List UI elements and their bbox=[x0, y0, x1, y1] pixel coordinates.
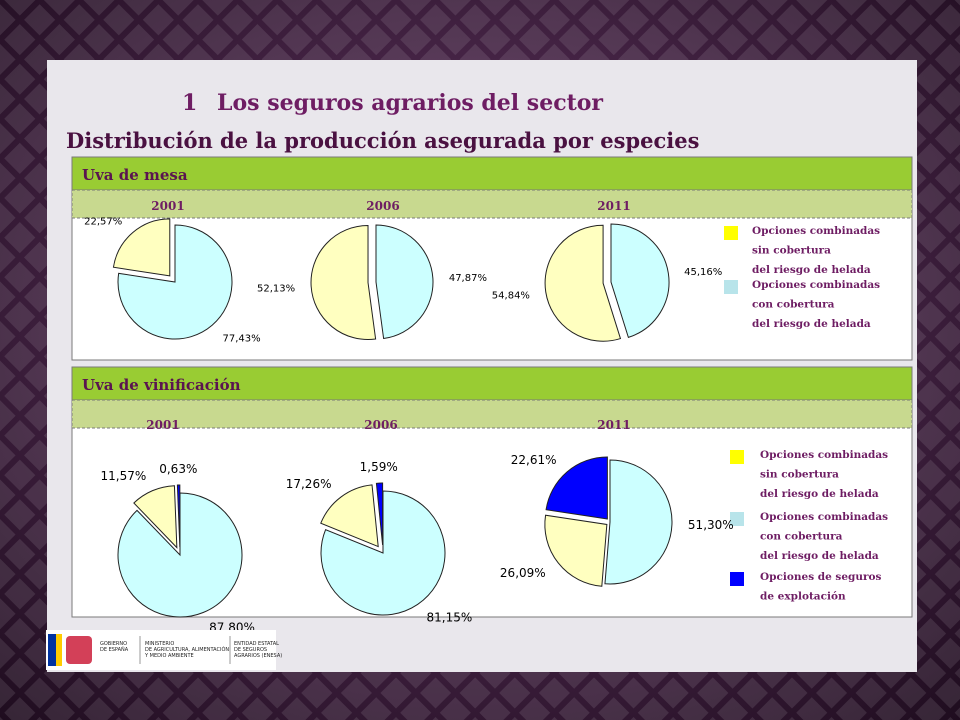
legend-label: Opciones combinadas bbox=[752, 279, 880, 291]
panels: Uva de mesa Opciones combinadas sin cobert… bbox=[71, 156, 913, 634]
pie-slice bbox=[112, 218, 171, 277]
panel-title: Uva de vinificación bbox=[82, 376, 241, 394]
pie-slice bbox=[176, 484, 181, 548]
pie-slice bbox=[320, 490, 446, 616]
legend-label: Opciones combinadas bbox=[760, 449, 888, 461]
year-label: 2001 bbox=[151, 199, 184, 213]
legend-label: del riesgo de helada bbox=[760, 550, 879, 562]
footer-label: DE AGRICULTURA, ALIMENTACIÓN bbox=[145, 646, 229, 653]
year-bar bbox=[71, 399, 913, 429]
value-label: 77,43% bbox=[223, 333, 261, 344]
year-label: 2006 bbox=[364, 418, 397, 432]
legend-swatch bbox=[724, 226, 738, 240]
legend-label: sin cobertura bbox=[760, 469, 839, 481]
value-label: 26,09% bbox=[500, 566, 546, 580]
legend-label: Opciones combinadas bbox=[760, 511, 888, 523]
pie-slice bbox=[117, 224, 233, 340]
year-bar bbox=[71, 189, 913, 219]
footer-label: MINISTERIO bbox=[145, 641, 174, 647]
value-label: 47,87% bbox=[449, 273, 487, 284]
panel-header bbox=[71, 156, 913, 191]
slide-title: Los seguros agrarios del sector bbox=[217, 90, 603, 116]
value-label: 81,15% bbox=[427, 611, 473, 625]
footer-label: DE SEGUROS bbox=[234, 647, 267, 653]
es-flag bbox=[56, 634, 62, 666]
year-label: 2001 bbox=[146, 418, 179, 432]
year-label: 2006 bbox=[366, 199, 399, 213]
value-label: 22,57% bbox=[84, 217, 122, 228]
legend-swatch bbox=[730, 450, 744, 464]
legend-swatch bbox=[724, 280, 738, 294]
pie-slice bbox=[375, 482, 384, 546]
pie-slice bbox=[544, 514, 608, 587]
legend-label: sin cobertura bbox=[752, 245, 831, 257]
eu-flag bbox=[48, 634, 56, 666]
legend-label: del riesgo de helada bbox=[752, 264, 871, 276]
footer-label: GOBIERNO bbox=[100, 641, 127, 647]
pie-slice bbox=[604, 459, 673, 585]
value-label: 11,57% bbox=[101, 469, 147, 483]
panel-title: Uva de mesa bbox=[82, 166, 188, 184]
value-label: 1,59% bbox=[360, 460, 398, 474]
legend-swatch bbox=[730, 512, 744, 526]
slide-subtitle: Distribución de la producción asegurada … bbox=[66, 128, 699, 153]
pie-slice bbox=[117, 492, 243, 618]
value-label: 0,63% bbox=[159, 462, 197, 476]
year-label: 2011 bbox=[597, 199, 630, 213]
legend-label: Opciones combinadas bbox=[752, 225, 880, 237]
year-label: 2011 bbox=[597, 418, 630, 432]
value-label: 22,61% bbox=[511, 453, 557, 467]
legend-swatch bbox=[730, 572, 744, 586]
footer-label: ENTIDAD ESTATAL bbox=[234, 641, 279, 647]
pie-slice bbox=[610, 223, 670, 338]
value-label: 17,26% bbox=[286, 477, 332, 491]
pie-slice bbox=[375, 224, 434, 340]
coat-of-arms bbox=[66, 636, 92, 664]
pie-slice bbox=[133, 485, 178, 549]
value-label: 52,13% bbox=[257, 283, 295, 294]
legend-label: del riesgo de helada bbox=[752, 318, 871, 330]
footer-label: AGRARIOS (ENESA) bbox=[234, 653, 282, 659]
footer-label: DE ESPAÑA bbox=[100, 646, 129, 653]
legend-label: de explotación bbox=[760, 591, 846, 603]
legend-label: con cobertura bbox=[760, 531, 843, 543]
pie-slice bbox=[310, 225, 377, 341]
value-label: 54,84% bbox=[492, 290, 530, 301]
value-label: 51,30% bbox=[688, 518, 734, 532]
value-label: 45,16% bbox=[684, 267, 722, 278]
pie-slice bbox=[545, 456, 608, 520]
pie-slice bbox=[320, 484, 379, 548]
legend-label: Opciones de seguros bbox=[760, 571, 882, 583]
pie-slice bbox=[544, 224, 622, 342]
legend-label: con cobertura bbox=[752, 299, 835, 311]
section-number: 1 bbox=[182, 90, 197, 116]
footer-label: Y MEDIO AMBIENTE bbox=[144, 653, 194, 659]
legend-label: del riesgo de helada bbox=[760, 488, 879, 500]
